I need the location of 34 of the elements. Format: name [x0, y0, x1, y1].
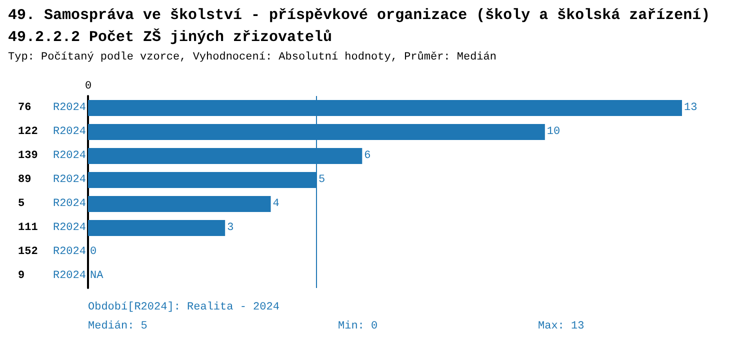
y-tick-label: 152: [18, 246, 38, 258]
data-label: 10: [546, 126, 560, 138]
text: R2024: [52, 270, 86, 282]
text: NA: [90, 270, 104, 282]
text: 0: [85, 80, 92, 92]
y-tick-label: 111: [18, 222, 38, 234]
data-label: 5: [318, 174, 326, 186]
chart-title: 49. Samospráva ve školství - příspěvkové organizace (školy a školská zařízení): [8, 7, 710, 24]
data-label: 3: [227, 222, 234, 234]
text: R2024: [52, 222, 86, 234]
text: R2024: [52, 126, 86, 138]
text: Medián: 5: [88, 320, 148, 332]
text: R2024: [52, 246, 86, 258]
text: Období[R2024]: Realita - 2024: [88, 302, 280, 314]
bar: [88, 196, 271, 212]
text: Min: 0: [338, 320, 378, 332]
bar: [88, 220, 226, 236]
data-label: 0: [90, 246, 97, 258]
text: R2024: [52, 174, 86, 186]
text: R2024: [52, 198, 86, 210]
y-tick-label: 76: [18, 102, 32, 114]
series-label: R2024: [52, 102, 86, 114]
chart-subtitle: 49.2.2.2 Počet ZŠ jiných zřizovatelů: [8, 28, 332, 46]
text: Typ: Počítaný podle vzorce, Vyhodnocení: Absolutní hodnoty, Průměr: Medián: [8, 50, 496, 64]
y-tick-label: 9: [18, 270, 25, 282]
data-label: 13: [684, 102, 698, 114]
text: R2024: [52, 150, 86, 162]
text: Max: 13: [538, 320, 584, 332]
y-tick-label: 5: [18, 198, 25, 210]
data-label: 4: [272, 198, 280, 210]
y-tick-label: 139: [18, 150, 38, 162]
y-tick-label: 89: [18, 174, 32, 186]
data-label: 6: [364, 150, 371, 162]
y-tick-label: 122: [18, 126, 38, 138]
